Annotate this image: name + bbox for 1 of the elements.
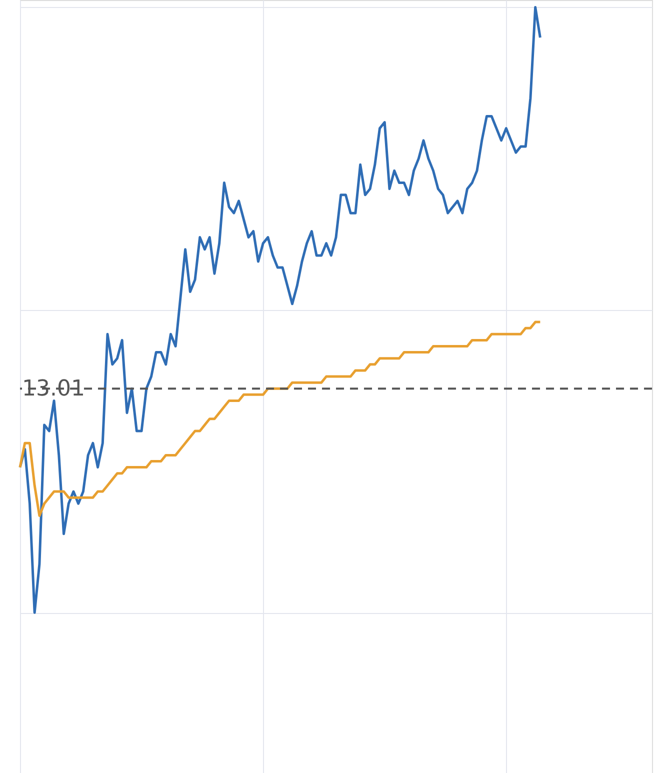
annotation: 13.01: [22, 376, 85, 402]
